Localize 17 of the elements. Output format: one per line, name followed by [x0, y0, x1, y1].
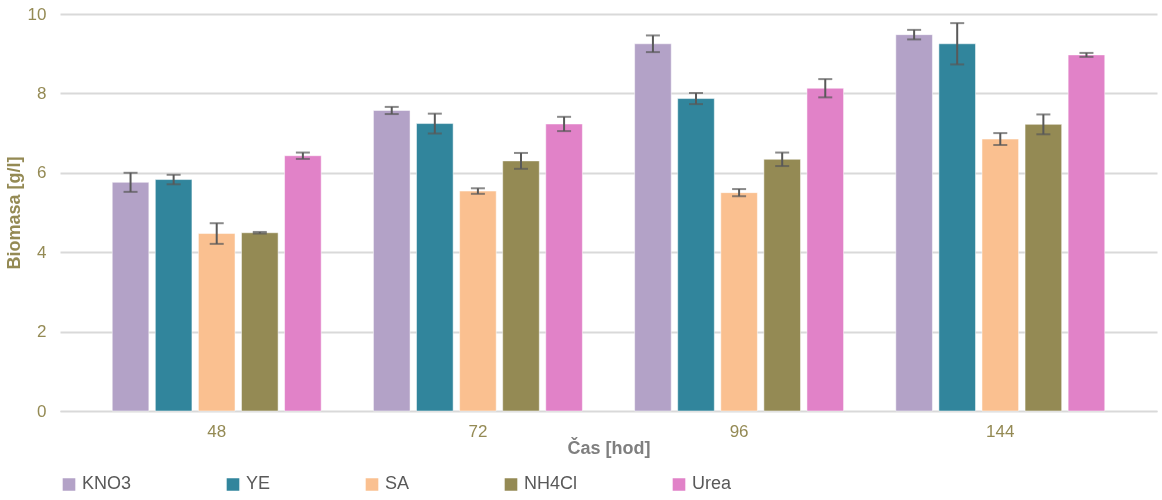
- y-tick-label: 2: [37, 322, 47, 342]
- legend-label: NH4Cl: [524, 473, 578, 494]
- x-axis-title: Čas [hod]: [567, 436, 651, 458]
- y-tick-label: 4: [37, 242, 47, 262]
- legend-label: YE: [246, 473, 271, 494]
- legend-label: SA: [385, 473, 410, 494]
- y-axis-title: Biomasa [g/l]: [3, 156, 24, 270]
- legend-label: KNO3: [82, 473, 132, 494]
- x-tick-label: 96: [729, 421, 749, 441]
- x-tick-label: 144: [986, 421, 1015, 441]
- legend-label: Urea: [692, 473, 732, 494]
- y-tick-label: 6: [37, 163, 47, 183]
- x-tick-label: 48: [207, 421, 227, 441]
- y-tick-label: 0: [37, 401, 47, 421]
- y-tick-label: 10: [27, 4, 47, 24]
- y-tick-label: 8: [37, 83, 47, 103]
- x-tick-label: 72: [468, 421, 488, 441]
